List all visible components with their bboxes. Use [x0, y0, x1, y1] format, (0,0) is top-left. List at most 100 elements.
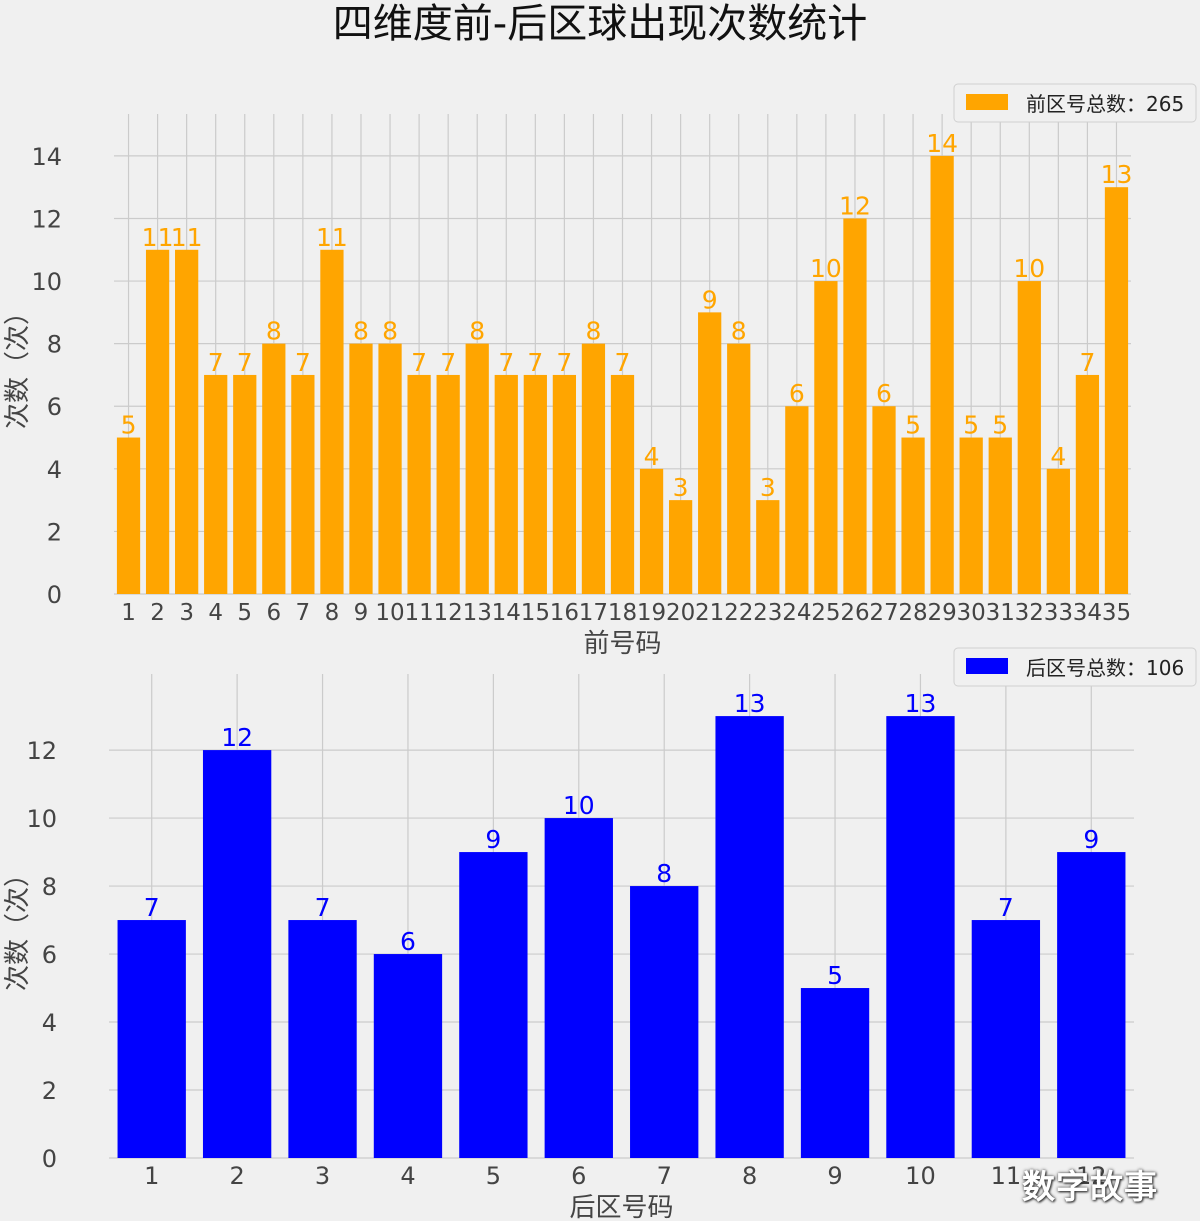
y-axis-label: 次数（次）: [3, 861, 33, 991]
bar-value-label: 7: [527, 348, 543, 377]
x-tick-label: 14: [492, 600, 521, 626]
bar: [407, 374, 431, 594]
x-tick-label: 24: [782, 600, 811, 626]
x-axis-label: 后区号码: [569, 1193, 673, 1221]
bar-value-label: 8: [382, 317, 398, 346]
bar-value-label: 8: [585, 317, 601, 346]
bar: [1057, 852, 1126, 1158]
y-tick-label: 10: [31, 268, 62, 296]
bar: [971, 920, 1041, 1158]
bar: [552, 374, 577, 594]
bar: [843, 218, 867, 594]
x-tick-label: 7: [657, 1162, 672, 1190]
x-tick-label: 16: [550, 600, 579, 626]
bar-value-label: 7: [498, 348, 514, 377]
x-tick-label: 17: [579, 600, 608, 626]
y-tick-label: 10: [26, 805, 57, 833]
x-tick-label: 13: [463, 600, 492, 626]
bar-value-label: 7: [237, 348, 253, 377]
figure-title: 四维度前-后区球出现次数统计: [332, 1, 868, 47]
x-tick-label: 6: [571, 1162, 586, 1190]
y-tick-label: 0: [42, 1145, 57, 1173]
bar: [465, 343, 489, 594]
bar: [668, 500, 693, 594]
bar: [459, 852, 528, 1158]
bar-value-label: 5: [905, 411, 921, 440]
bar-value-label: 11: [316, 223, 348, 252]
x-tick-label: 4: [208, 600, 223, 626]
bar: [581, 343, 606, 594]
x-tick-label: 12: [1076, 1162, 1107, 1190]
bar: [988, 437, 1012, 594]
bar: [886, 716, 955, 1158]
y-tick-label: 14: [31, 143, 62, 171]
bar-value-label: 8: [731, 317, 747, 346]
bar-value-label: 6: [400, 927, 416, 956]
x-tick-label: 15: [521, 600, 550, 626]
bar: [756, 500, 780, 594]
bar: [436, 374, 460, 594]
bar-value-label: 9: [702, 285, 718, 314]
x-tick-label: 2: [150, 600, 165, 626]
x-tick-label: 23: [753, 600, 782, 626]
x-tick-label: 34: [1073, 600, 1102, 626]
bar: [378, 343, 402, 594]
x-tick-label: 28: [898, 600, 927, 626]
bar: [204, 374, 228, 594]
bar-value-label: 7: [411, 348, 427, 377]
bar-value-label: 7: [315, 893, 331, 922]
bar-value-label: 7: [295, 348, 311, 377]
x-tick-label: 1: [144, 1162, 159, 1190]
y-tick-label: 6: [47, 393, 62, 421]
x-tick-label: 10: [375, 600, 404, 626]
x-tick-label: 22: [724, 600, 753, 626]
bar-value-label: 13: [1101, 160, 1133, 189]
bar: [145, 249, 170, 594]
x-tick-label: 12: [434, 600, 463, 626]
x-tick-label: 8: [742, 1162, 757, 1190]
bar: [785, 406, 809, 594]
bar: [610, 374, 635, 594]
bar-value-label: 9: [1083, 825, 1099, 854]
y-tick-label: 0: [47, 581, 62, 609]
bar-value-label: 11: [142, 223, 174, 252]
bar: [639, 468, 664, 594]
bar: [872, 406, 896, 594]
bar-value-label: 7: [556, 348, 572, 377]
bar: [116, 437, 141, 594]
y-tick-label: 8: [47, 331, 62, 359]
bar: [349, 343, 373, 594]
bar: [1075, 374, 1100, 594]
x-tick-label: 3: [179, 600, 194, 626]
x-tick-label: 9: [354, 600, 369, 626]
bar-value-label: 6: [876, 379, 892, 408]
bar: [715, 716, 784, 1158]
bar-value-label: 7: [998, 893, 1014, 922]
bar-value-label: 11: [171, 223, 203, 252]
x-tick-label: 27: [869, 600, 898, 626]
x-axis-label: 前号码: [583, 629, 661, 659]
x-tick-label: 9: [827, 1162, 842, 1190]
bar-value-label: 7: [440, 348, 456, 377]
x-tick-label: 10: [905, 1162, 936, 1190]
bar-value-label: 10: [1013, 254, 1045, 283]
bar-value-label: 7: [1079, 348, 1095, 377]
x-tick-label: 20: [666, 600, 695, 626]
bar-value-label: 14: [926, 129, 958, 158]
bar: [698, 312, 722, 594]
bar-value-label: 3: [760, 473, 776, 502]
bar: [1104, 187, 1129, 595]
legend-swatch: [966, 658, 1008, 674]
bar: [930, 155, 954, 594]
bar: [901, 437, 925, 594]
bar-value-label: 10: [563, 791, 595, 820]
x-tick-label: 1: [121, 600, 136, 626]
bar: [959, 437, 983, 594]
bar-value-label: 7: [144, 893, 160, 922]
bar: [814, 281, 838, 594]
bar-value-label: 7: [615, 348, 631, 377]
bar-value-label: 8: [469, 317, 485, 346]
x-tick-label: 2: [229, 1162, 244, 1190]
legend-label: 前区号总数：265: [1026, 92, 1184, 116]
